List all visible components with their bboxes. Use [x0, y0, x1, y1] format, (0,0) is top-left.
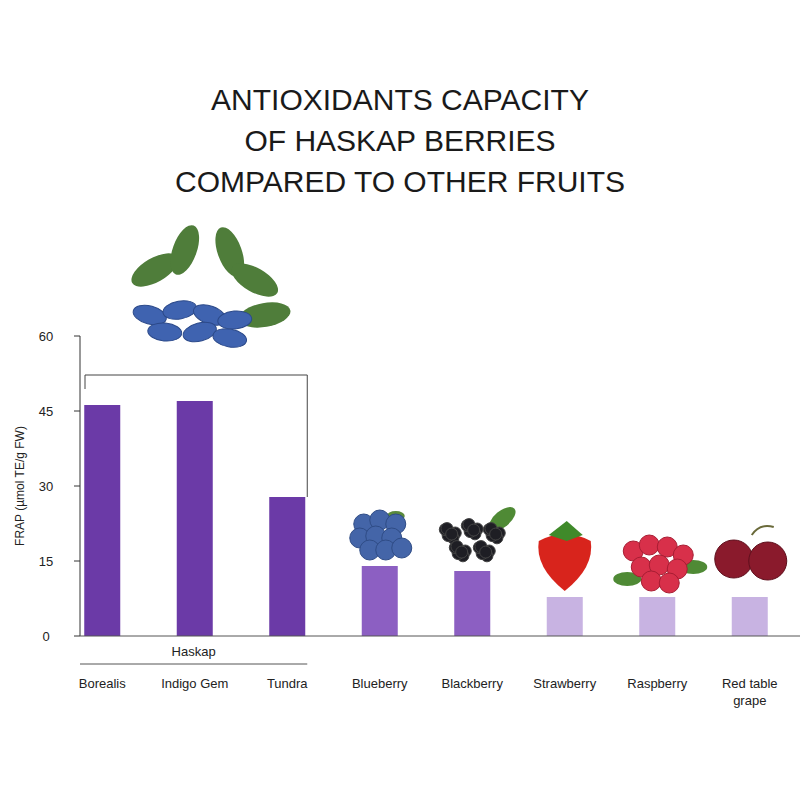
y-tick — [74, 486, 80, 487]
y-tick — [74, 561, 80, 562]
raspberry-icon-part — [639, 535, 659, 555]
blackberry-icon-part — [446, 528, 458, 540]
x-tick-label-line: Red table — [722, 676, 778, 691]
group-underline — [80, 664, 307, 665]
blackberry-icon-part — [480, 546, 492, 558]
blueberry-icon — [350, 510, 412, 560]
icons — [126, 221, 787, 593]
x-axis-line — [80, 636, 800, 637]
raspberry-icon — [623, 535, 693, 593]
strawberry-body — [538, 534, 591, 591]
grape-icon-part — [749, 542, 787, 580]
x-tick-label: Indigo Gem — [161, 676, 228, 691]
grape-stem — [752, 526, 774, 535]
blackberry-icon — [439, 519, 505, 562]
y-tick-label: 15 — [39, 554, 53, 569]
title-line: COMPARED TO OTHER FRUITS — [175, 165, 625, 198]
y-tick — [74, 411, 80, 412]
x-tick-label: Blackberry — [442, 676, 504, 691]
group-bracket — [85, 375, 307, 497]
x-tick-label: Strawberry — [533, 676, 596, 691]
y-tick-label: 45 — [39, 404, 53, 419]
blackberry-icon-part — [456, 546, 468, 558]
x-tick-label: Raspberry — [627, 676, 687, 691]
x-tick-label-line: Borealis — [79, 676, 126, 691]
strawberry-icon — [538, 521, 591, 591]
x-tick-label-line: Raspberry — [627, 676, 687, 691]
blackberry-icon-part — [490, 528, 502, 540]
x-tick-label-line: Tundra — [267, 676, 308, 691]
grape-icon — [715, 540, 787, 580]
bar — [639, 597, 675, 636]
chart: ANTIOXIDANTS CAPACITY OF HASKAP BERRIES CO… — [0, 0, 800, 800]
bar — [84, 405, 120, 636]
grape-icon-part — [715, 540, 753, 578]
haskap-berry — [161, 298, 198, 322]
blueberry-icon-part — [392, 538, 412, 558]
y-tick — [74, 336, 80, 337]
x-tick-label: Tundra — [267, 676, 308, 691]
strawberry-top — [549, 521, 583, 541]
haskap-berry — [147, 322, 182, 343]
raspberry-icon-part — [641, 571, 661, 591]
bar — [362, 566, 398, 636]
y-axis-label: FRAP (µmol TE/g FW) — [13, 426, 27, 546]
raspberry-icon-part — [659, 573, 679, 593]
x-tick-label: Blueberry — [352, 676, 408, 691]
x-tick-label: Borealis — [79, 676, 126, 691]
y-tick-label: 0 — [42, 629, 49, 644]
leaf — [226, 257, 283, 304]
y-tick-label: 60 — [39, 329, 53, 344]
title: ANTIOXIDANTS CAPACITY OF HASKAP BERRIES CO… — [175, 83, 625, 198]
y-tick — [74, 636, 80, 637]
leaf — [165, 221, 205, 278]
x-tick-label-line: Blackberry — [442, 676, 504, 691]
x-tick-label-line: Blueberry — [352, 676, 408, 691]
x-tick-label-line: grape — [733, 693, 766, 708]
title-line: OF HASKAP BERRIES — [244, 124, 555, 157]
haskap-berry — [211, 326, 248, 350]
bar — [177, 401, 213, 636]
blackberry-icon-part — [468, 524, 480, 536]
x-tick-label-line: Strawberry — [533, 676, 596, 691]
bar — [547, 597, 583, 636]
group-label: Haskap — [172, 644, 216, 659]
bar — [269, 497, 305, 636]
bar — [454, 571, 490, 636]
title-line: ANTIOXIDANTS CAPACITY — [211, 83, 589, 116]
x-tick-label-line: Indigo Gem — [161, 676, 228, 691]
bars — [84, 401, 768, 636]
x-tick-label: Red table grape — [722, 676, 778, 708]
bar — [732, 597, 768, 636]
haskap-icon — [126, 221, 292, 349]
haskap-berry — [217, 310, 252, 331]
haskap-berry — [181, 319, 219, 345]
y-tick-label: 30 — [39, 479, 53, 494]
